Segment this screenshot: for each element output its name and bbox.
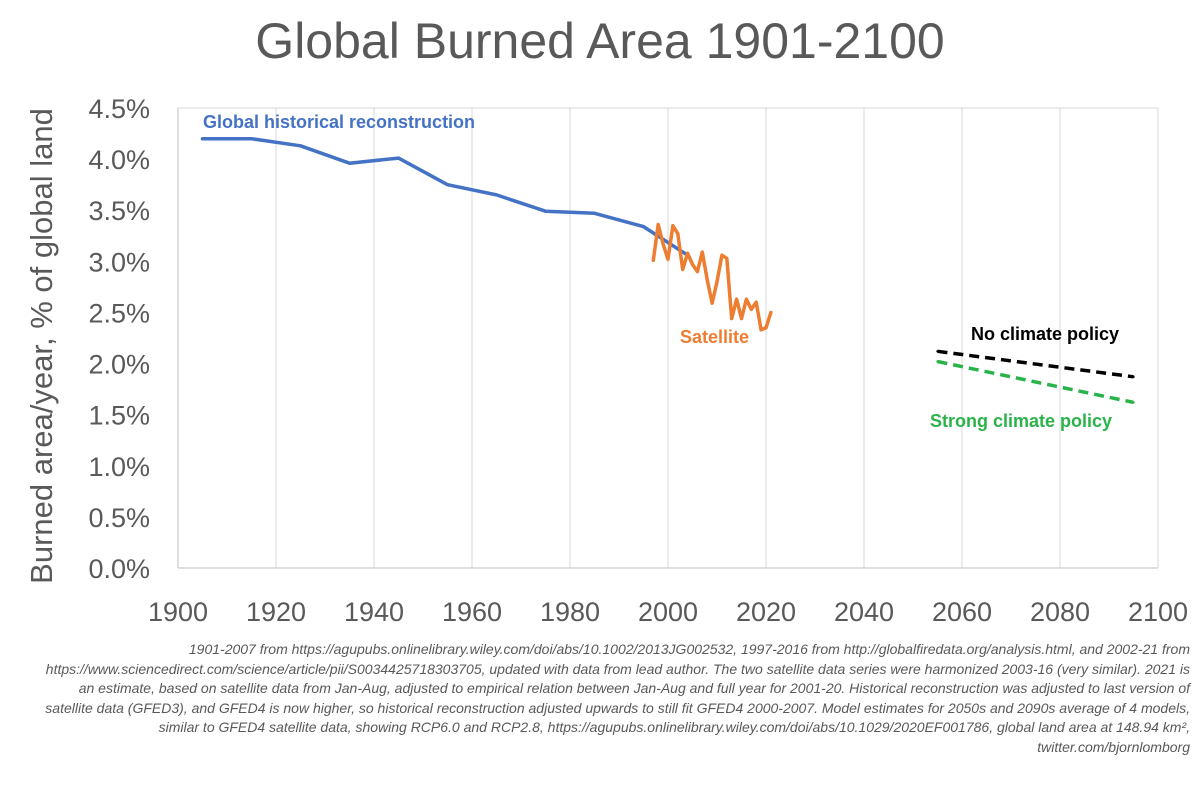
- point-satellite-2011: [720, 254, 724, 257]
- point-global-historical-reconstruction-1955: [446, 183, 449, 186]
- point-satellite-2002: [676, 232, 679, 235]
- axes: [177, 107, 1158, 569]
- y-tick-label-1-5: 1.5%: [88, 401, 150, 431]
- series-line-global-historical-reconstruction: [200, 136, 690, 257]
- point-satellite-2004: [686, 251, 689, 255]
- point-satellite-1997: [652, 259, 655, 262]
- y-tick-label-0: 0.0%: [88, 554, 150, 584]
- point-global-historical-reconstruction-1975: [544, 210, 547, 213]
- point-satellite-2012: [725, 257, 728, 260]
- x-tick-label-2100: 2100: [1128, 597, 1188, 627]
- point-satellite-2021: [769, 311, 773, 314]
- x-tick-label-2060: 2060: [932, 597, 992, 627]
- point-satellite-2018: [755, 301, 758, 304]
- point-satellite-2020: [764, 326, 768, 329]
- y-tick-label-2-5: 2.5%: [88, 298, 150, 328]
- point-satellite-1998: [657, 223, 660, 226]
- point-no-climate-policy-2095: [1132, 375, 1135, 379]
- chart-title: Global Burned Area 1901-2100: [255, 13, 945, 69]
- point-global-historical-reconstruction-1925: [299, 144, 302, 148]
- point-strong-climate-policy-2095: [1132, 401, 1135, 404]
- source-footnote: 1901-2007 from https://agupubs.onlinelib…: [45, 641, 1190, 755]
- x-tick-label-2020: 2020: [736, 597, 796, 627]
- point-satellite-2017: [750, 308, 753, 311]
- point-satellite-2001: [671, 224, 675, 227]
- series-line-no-climate-policy: [937, 349, 1134, 379]
- point-satellite-2019: [759, 328, 763, 332]
- point-global-historical-reconstruction-1945: [397, 156, 400, 160]
- point-satellite-2000: [666, 258, 670, 261]
- y-tick-label-1: 1.0%: [88, 452, 150, 482]
- y-tick-label-4-5: 4.5%: [88, 94, 150, 124]
- point-global-historical-reconstruction-1965: [495, 193, 498, 197]
- y-axis-label: Burned area/year, % of global land: [24, 108, 59, 584]
- point-satellite-2003: [681, 268, 684, 271]
- point-satellite-2008: [706, 278, 709, 281]
- point-satellite-2015: [740, 317, 743, 320]
- point-global-historical-reconstruction-1905: [201, 137, 204, 140]
- point-satellite-2007: [701, 250, 704, 254]
- x-tick-label-2080: 2080: [1030, 597, 1090, 627]
- annotation-satellite: Satellite: [680, 327, 749, 347]
- y-tick-label-3-5: 3.5%: [88, 196, 150, 226]
- point-satellite-2014: [735, 297, 738, 301]
- y-tick-label-4: 4.0%: [88, 145, 150, 175]
- x-tick-label-1960: 1960: [442, 597, 502, 627]
- annotation-strong-policy: Strong climate policy: [930, 411, 1112, 431]
- annotation-no-policy: No climate policy: [971, 324, 1119, 344]
- x-tick-label-2040: 2040: [834, 597, 894, 627]
- series-line-satellite: [651, 222, 773, 332]
- series-lines: [200, 136, 1135, 405]
- grid-lines: [275, 108, 1159, 568]
- x-tick-label-1940: 1940: [344, 597, 404, 627]
- x-tick-label-2000: 2000: [638, 597, 698, 627]
- point-global-historical-reconstruction-1995: [642, 225, 645, 228]
- point-satellite-1999: [661, 242, 665, 246]
- tick-labels: 1900 1920 1940 1960 1980 2000 2020 2040 2060 2080…: [88, 94, 1188, 627]
- point-satellite-2016: [745, 297, 748, 301]
- x-tick-label-1920: 1920: [246, 597, 306, 627]
- y-tick-label-2: 2.0%: [88, 350, 150, 380]
- point-satellite-2010: [715, 280, 719, 283]
- point-strong-climate-policy-2055: [936, 360, 939, 363]
- point-global-historical-reconstruction-1915: [250, 137, 253, 140]
- y-tick-label-3: 3.0%: [88, 247, 150, 277]
- chart-plot: 1900 1920 1940 1960 1980 2000 2020 2040 2060 2080…: [24, 94, 1188, 627]
- x-tick-label-1900: 1900: [148, 597, 208, 627]
- point-satellite-2006: [696, 270, 699, 273]
- annotation-historical: Global historical reconstruction: [203, 112, 475, 132]
- y-tick-label-0-5: 0.5%: [88, 503, 150, 533]
- point-global-historical-reconstruction-1985: [593, 212, 596, 215]
- x-tick-label-1980: 1980: [540, 597, 600, 627]
- point-global-historical-reconstruction-1935: [348, 162, 351, 165]
- point-satellite-2009: [710, 302, 714, 305]
- series-line-strong-climate-policy: [937, 359, 1134, 405]
- point-no-climate-policy-2055: [936, 350, 939, 353]
- point-satellite-2013: [730, 317, 733, 320]
- point-satellite-2005: [691, 263, 694, 266]
